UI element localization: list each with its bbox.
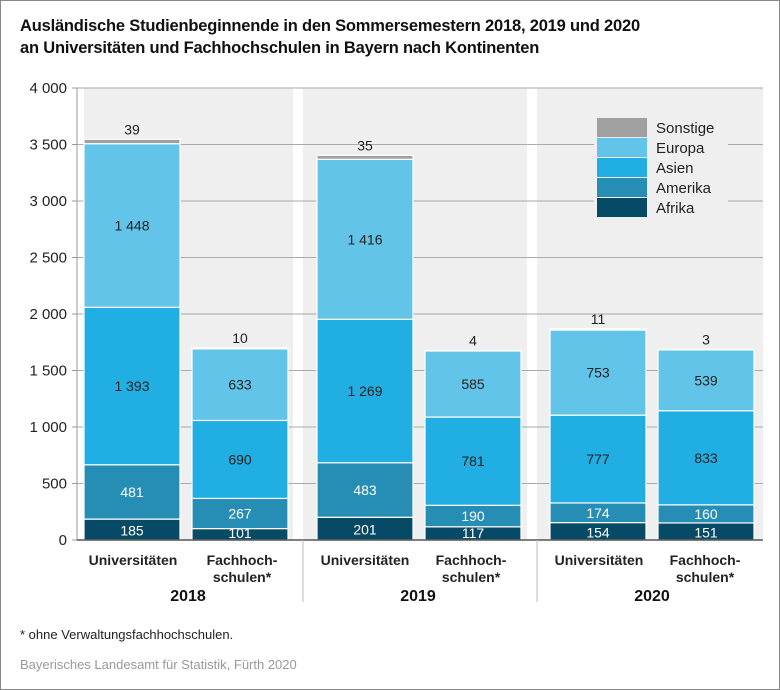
data-label-afrika: 201 xyxy=(353,522,377,538)
data-label-europa: 585 xyxy=(461,376,485,392)
data-label-amerika: 481 xyxy=(120,484,144,500)
data-label-sonstige: 39 xyxy=(124,121,140,137)
bar-sonstige xyxy=(316,154,414,160)
legend-swatch-asien xyxy=(597,158,647,177)
x-category-label: Universitäten xyxy=(89,552,178,568)
title-line-2: an Universitäten und Fachhochschulen in … xyxy=(20,39,540,57)
x-category-label: Fachhoch- xyxy=(670,552,741,568)
x-category-label: schulen* xyxy=(442,569,501,585)
source-note: Bayerisches Landesamt für Statistik, Für… xyxy=(20,657,297,672)
y-tick-label: 1 500 xyxy=(29,363,67,380)
x-category-label: Fachhoch- xyxy=(436,552,507,568)
data-label-asien: 690 xyxy=(228,451,252,467)
legend-label-afrika: Afrika xyxy=(656,200,695,217)
data-label-sonstige: 3 xyxy=(702,331,710,347)
y-tick-label: 4 000 xyxy=(29,80,67,97)
bar-asien xyxy=(316,318,414,464)
y-tick-label: 1 000 xyxy=(29,419,67,436)
bar-amerika xyxy=(316,462,414,518)
x-category-label: schulen* xyxy=(213,569,272,585)
legend-swatch-europa xyxy=(597,138,647,157)
data-label-afrika: 154 xyxy=(586,524,610,540)
x-group-label: 2018 xyxy=(170,588,206,605)
data-label-afrika: 185 xyxy=(120,523,144,539)
bar-europa xyxy=(424,350,522,418)
bar-amerika xyxy=(191,497,289,530)
data-label-amerika: 483 xyxy=(353,482,377,498)
y-tick-label: 0 xyxy=(59,532,67,549)
x-group-label: 2019 xyxy=(400,588,436,605)
title-line-1: Ausländische Studienbeginnende in den So… xyxy=(20,17,640,35)
data-label-europa: 1 448 xyxy=(114,218,149,234)
y-tick-label: 3 000 xyxy=(29,193,67,210)
legend-swatch-amerika xyxy=(597,178,647,197)
data-label-afrika: 151 xyxy=(694,524,718,540)
data-label-asien: 1 269 xyxy=(347,383,382,399)
legend-label-asien: Asien xyxy=(656,160,694,177)
bar-asien xyxy=(424,416,522,506)
x-category-label: Universitäten xyxy=(321,552,410,568)
footnote: * ohne Verwaltungsfachhochschulen. xyxy=(20,627,234,642)
data-label-amerika: 160 xyxy=(694,506,718,522)
data-label-europa: 539 xyxy=(694,372,718,388)
y-tick-label: 2 500 xyxy=(29,250,67,267)
data-label-asien: 777 xyxy=(586,451,610,467)
data-label-amerika: 174 xyxy=(586,505,610,521)
data-label-sonstige: 4 xyxy=(469,332,477,348)
bar-sonstige xyxy=(549,328,647,331)
bar-europa xyxy=(191,348,289,422)
data-label-sonstige: 35 xyxy=(357,137,373,153)
data-label-asien: 781 xyxy=(461,453,485,469)
x-category-label: schulen* xyxy=(676,569,735,585)
y-tick-label: 3 500 xyxy=(29,137,67,154)
legend-swatch-sonstige xyxy=(597,118,647,137)
bar-asien xyxy=(191,419,289,500)
bar-asien xyxy=(83,306,181,466)
bar-sonstige xyxy=(191,347,289,350)
data-label-afrika: 117 xyxy=(462,525,485,541)
y-tick-label: 500 xyxy=(42,476,67,493)
data-label-europa: 633 xyxy=(228,377,252,393)
y-tick-label: 2 000 xyxy=(29,306,67,323)
bar-amerika xyxy=(83,464,181,520)
bar-europa xyxy=(83,143,181,308)
data-label-asien: 833 xyxy=(694,450,718,466)
bar-sonstige xyxy=(83,138,181,145)
x-category-label: Universitäten xyxy=(555,552,644,568)
x-category-label: Fachhoch- xyxy=(207,552,278,568)
data-label-europa: 1 416 xyxy=(347,231,382,247)
legend-swatch-afrika xyxy=(597,198,647,217)
legend-label-amerika: Amerika xyxy=(656,180,712,197)
legend-label-sonstige: Sonstige xyxy=(656,120,714,137)
data-label-sonstige: 11 xyxy=(591,311,606,327)
data-label-amerika: 267 xyxy=(228,506,252,522)
x-group-label: 2020 xyxy=(634,588,670,605)
data-label-europa: 753 xyxy=(586,365,610,381)
data-label-sonstige: 10 xyxy=(232,330,248,346)
legend-label-europa: Europa xyxy=(656,140,705,157)
data-label-amerika: 190 xyxy=(461,508,485,524)
data-label-asien: 1 393 xyxy=(114,378,149,394)
bar-europa xyxy=(316,158,414,320)
chart-title: Ausländische Studienbeginnende in den So… xyxy=(20,15,640,59)
